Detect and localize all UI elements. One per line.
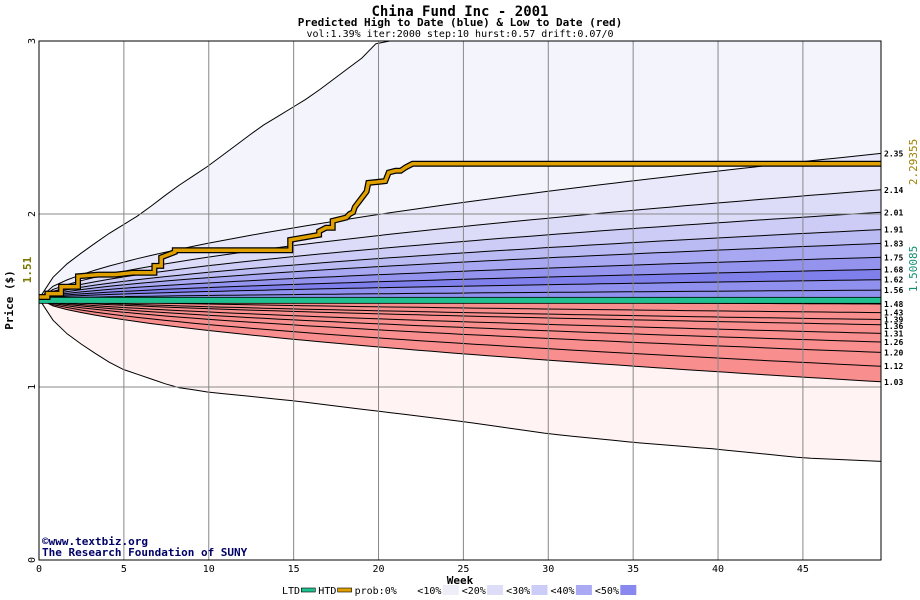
- low-band-end-label: 1.03: [884, 378, 903, 387]
- y-tick-label: 0: [27, 557, 38, 563]
- high-band-9: [39, 290, 881, 299]
- htd-series-line: [39, 162, 881, 299]
- low-band-end-label: 1.43: [884, 309, 903, 318]
- high-band-end-label: 2.35: [884, 149, 903, 158]
- x-tick-label: 45: [797, 564, 809, 575]
- high-band-end-label: 2.14: [884, 186, 903, 195]
- ltd-series-line: [38, 296, 882, 304]
- legend-swatch: [575, 585, 592, 595]
- legend-swatch: [300, 587, 316, 593]
- legend-label: <40%: [551, 586, 575, 597]
- legend-label: prob:0%: [355, 586, 397, 597]
- high-band-7: [39, 269, 881, 299]
- y-tick-label: 2: [27, 211, 38, 217]
- high-band-line-5: [38, 242, 882, 300]
- legend-swatch: [620, 585, 637, 595]
- x-tick-label: 10: [203, 564, 215, 575]
- low-band-line-9: [38, 298, 882, 383]
- high-band-end-label: 1.62: [884, 276, 903, 285]
- current-high-label: 2.29355: [907, 139, 920, 185]
- x-tick-label: 0: [36, 564, 42, 575]
- high-band-end-label: 1.56: [884, 286, 903, 295]
- low-band-line-7: [38, 298, 882, 353]
- x-tick-label: 25: [457, 564, 469, 575]
- high-band-end-label: 1.83: [884, 239, 903, 248]
- legend-label: LTD: [282, 586, 300, 597]
- legend-label: <30%: [506, 586, 530, 597]
- high-band-6: [39, 257, 881, 299]
- high-band-end-label: 1.68: [884, 265, 903, 274]
- low-band-end-label: 1.39: [884, 316, 903, 325]
- y-tick-label: 3: [27, 38, 38, 44]
- low-band-line-3: [38, 298, 882, 320]
- chart-title: China Fund Inc - 2001: [371, 4, 548, 20]
- low-band-9: [39, 298, 881, 382]
- tick-labels: 0 5 10 15 20 25 30 35 40 45 0 1 2 3: [27, 38, 809, 575]
- low-band-line-6: [38, 298, 882, 343]
- high-band-line-6: [38, 256, 882, 300]
- legend-label: HTD: [318, 586, 336, 597]
- high-band-2: [39, 189, 881, 299]
- high-band-line-4: [38, 229, 882, 300]
- high-band-end-label: 1.91: [884, 226, 903, 235]
- x-tick-label: 40: [712, 564, 724, 575]
- high-band-8: [39, 279, 881, 299]
- x-tick-label: 15: [288, 564, 300, 575]
- credit-website: ©www.textbiz.org: [42, 535, 148, 548]
- x-tick-label: 35: [627, 564, 639, 575]
- x-tick-label: 5: [121, 564, 127, 575]
- high-band-line-9: [38, 289, 882, 300]
- low-band-end-label: 1.48: [884, 300, 903, 309]
- low-band-line-0: [38, 298, 882, 462]
- high-band-3: [39, 212, 881, 299]
- high-band-1: [39, 153, 881, 299]
- start-price-label: 1.51: [21, 256, 34, 283]
- low-band-end-label: 1.26: [884, 338, 903, 347]
- x-axis-label: Week: [447, 574, 474, 587]
- high-band-line-3: [38, 211, 882, 300]
- legend-label: <20%: [462, 586, 486, 597]
- y-tick-label: 1: [27, 384, 38, 390]
- probability-bands: [38, 40, 882, 462]
- low-band-line-4: [38, 298, 882, 326]
- high-band-line-7: [38, 268, 882, 300]
- legend-swatch: [487, 585, 504, 595]
- legend-swatch: [398, 585, 415, 595]
- high-band-line-2: [38, 189, 882, 300]
- x-tick-label: 30: [542, 564, 554, 575]
- y-axis-label: Price ($): [3, 270, 16, 330]
- legend-swatch: [531, 585, 548, 595]
- high-band-end-label: 2.01: [884, 208, 903, 217]
- legend: LTD HTD prob:0% <10% <20% <30% <40% <50%: [282, 585, 637, 597]
- legend-swatch: [442, 585, 459, 595]
- legend-label: <50%: [595, 586, 619, 597]
- low-band-line-5: [38, 298, 882, 334]
- credit-foundation: The Research Foundation of SUNY: [42, 546, 248, 559]
- plot-frame: [38, 40, 882, 561]
- high-band-0: [39, 41, 881, 299]
- legend-swatch: [337, 587, 352, 593]
- legend-label: <10%: [417, 586, 441, 597]
- low-band-end-label: 1.12: [884, 362, 903, 371]
- high-band-4: [39, 229, 881, 299]
- band-end-labels: 2.35 2.14 2.01 1.91 1.83 1.75 1.68 1.621.56 1.48…: [884, 149, 903, 386]
- low-band-end-label: 1.36: [884, 322, 903, 331]
- low-band-end-label: 1.20: [884, 348, 903, 357]
- low-band-end-label: 1.31: [884, 329, 903, 338]
- chart-subtitle: Predicted High to Date (blue) & Low to D…: [298, 16, 623, 29]
- chart-params: vol:1.39% iter:2000 step:10 hurst:0.57 d…: [306, 29, 613, 40]
- x-tick-label: 20: [372, 564, 384, 575]
- low-band-line-8: [38, 298, 882, 367]
- high-band-end-label: 1.75: [884, 253, 903, 262]
- current-low-label: 1.50085: [907, 246, 920, 292]
- high-band-line-8: [38, 279, 882, 300]
